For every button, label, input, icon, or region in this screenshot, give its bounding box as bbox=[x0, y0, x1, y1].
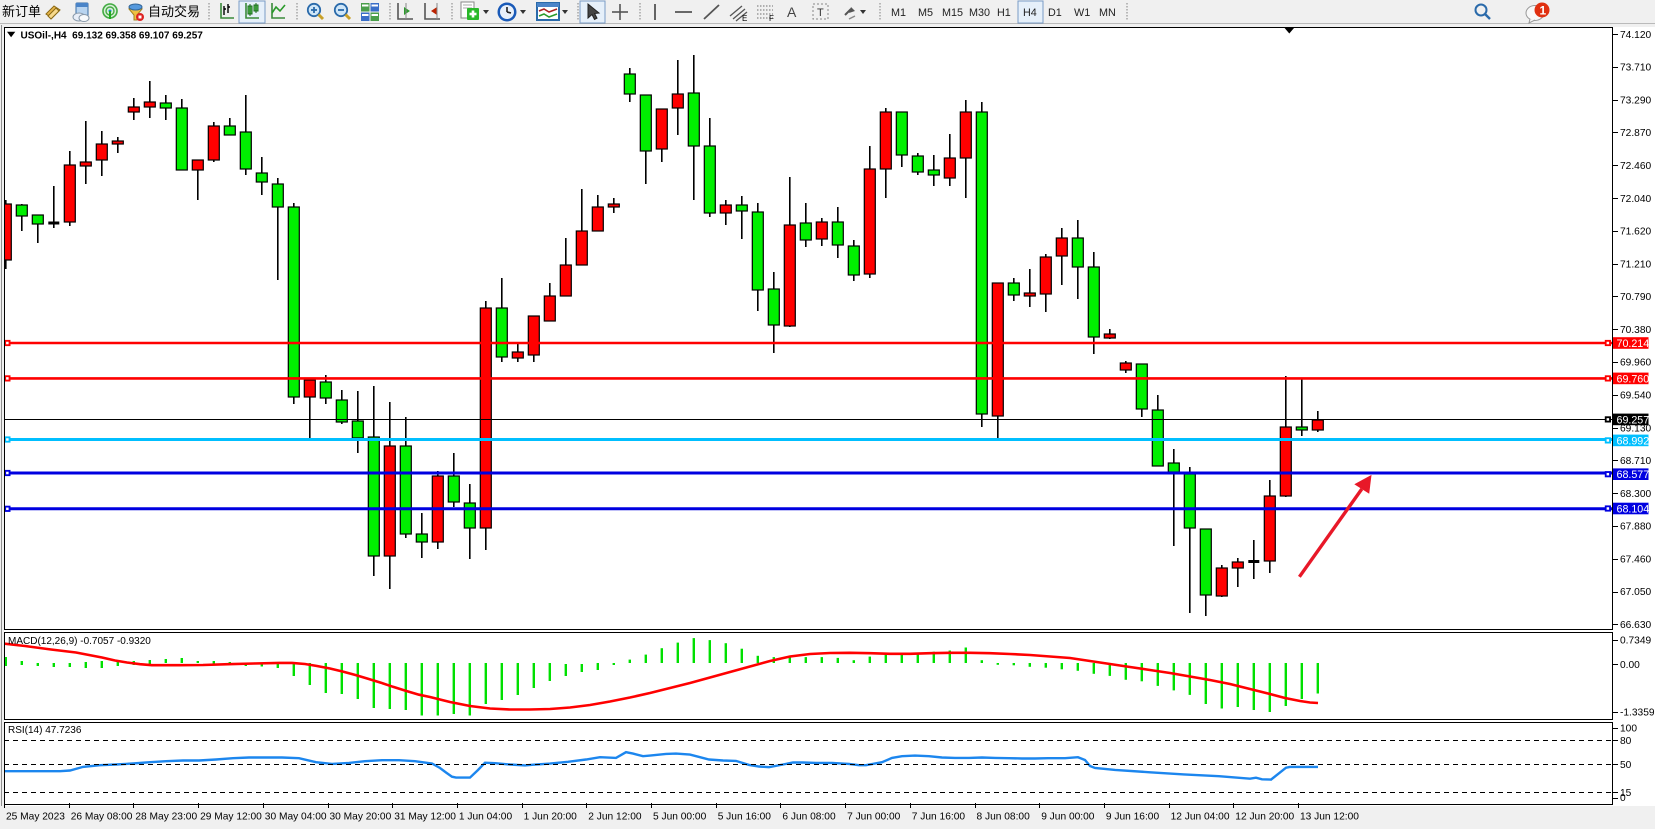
svg-text:6 Jun 08:00: 6 Jun 08:00 bbox=[782, 812, 836, 823]
svg-text:H1: H1 bbox=[997, 7, 1011, 19]
svg-text:0.7349: 0.7349 bbox=[1620, 636, 1651, 647]
svg-text:30 May 20:00: 30 May 20:00 bbox=[330, 812, 392, 823]
svg-text:30 May 04:00: 30 May 04:00 bbox=[265, 812, 327, 823]
svg-text:69.130: 69.130 bbox=[1620, 423, 1651, 434]
svg-text:0: 0 bbox=[1620, 793, 1626, 804]
svg-text:M1: M1 bbox=[891, 7, 906, 19]
svg-text:72.460: 72.460 bbox=[1620, 161, 1651, 172]
svg-text:7 Jun 16:00: 7 Jun 16:00 bbox=[912, 812, 966, 823]
svg-text:9 Jun 00:00: 9 Jun 00:00 bbox=[1041, 812, 1095, 823]
svg-text:E: E bbox=[742, 14, 747, 23]
svg-text:0.00: 0.00 bbox=[1620, 660, 1640, 671]
svg-text:26 May 08:00: 26 May 08:00 bbox=[71, 812, 133, 823]
svg-text:69.760: 69.760 bbox=[1617, 373, 1650, 385]
svg-text:A: A bbox=[787, 4, 797, 20]
svg-text:M30: M30 bbox=[969, 7, 990, 19]
svg-text:-1.3359: -1.3359 bbox=[1620, 708, 1655, 719]
svg-text:自动交易: 自动交易 bbox=[148, 4, 200, 19]
svg-text:68.710: 68.710 bbox=[1620, 456, 1651, 467]
svg-text:70.790: 70.790 bbox=[1620, 292, 1651, 303]
svg-text:100: 100 bbox=[1620, 724, 1637, 735]
svg-text:5 Jun 00:00: 5 Jun 00:00 bbox=[653, 812, 707, 823]
svg-text:新订单: 新订单 bbox=[2, 4, 41, 19]
svg-text:80: 80 bbox=[1620, 736, 1632, 747]
svg-text:72.870: 72.870 bbox=[1620, 128, 1651, 139]
svg-text:67.880: 67.880 bbox=[1620, 522, 1651, 533]
svg-text:69.540: 69.540 bbox=[1620, 390, 1651, 401]
svg-text:W1: W1 bbox=[1074, 7, 1090, 19]
svg-text:73.290: 73.290 bbox=[1620, 95, 1651, 106]
svg-text:71.620: 71.620 bbox=[1620, 227, 1651, 238]
svg-text:68.992: 68.992 bbox=[1617, 435, 1650, 447]
svg-text:73.710: 73.710 bbox=[1620, 63, 1651, 74]
svg-text:13 Jun 12:00: 13 Jun 12:00 bbox=[1300, 812, 1359, 823]
svg-text:72.040: 72.040 bbox=[1620, 194, 1651, 205]
svg-text:67.460: 67.460 bbox=[1620, 554, 1651, 565]
svg-text:9 Jun 16:00: 9 Jun 16:00 bbox=[1106, 812, 1160, 823]
svg-text:68.104: 68.104 bbox=[1617, 504, 1650, 516]
svg-text:70.214: 70.214 bbox=[1617, 338, 1650, 350]
svg-text:50: 50 bbox=[1620, 760, 1632, 771]
svg-text:MN: MN bbox=[1099, 7, 1116, 19]
svg-text:66.630: 66.630 bbox=[1620, 620, 1651, 631]
svg-text:29 May 12:00: 29 May 12:00 bbox=[200, 812, 262, 823]
svg-text:M15: M15 bbox=[942, 7, 963, 19]
svg-text:RSI(14) 47.7236: RSI(14) 47.7236 bbox=[8, 725, 82, 736]
svg-text:28 May 23:00: 28 May 23:00 bbox=[135, 812, 197, 823]
svg-text:USOil-,H4 69.132 69.358 69.10: USOil-,H4 69.132 69.358 69.107 69.257 bbox=[21, 31, 204, 42]
svg-text:67.050: 67.050 bbox=[1620, 587, 1651, 598]
svg-text:7 Jun 00:00: 7 Jun 00:00 bbox=[847, 812, 901, 823]
svg-text:12 Jun 04:00: 12 Jun 04:00 bbox=[1171, 812, 1230, 823]
svg-text:H4: H4 bbox=[1023, 7, 1037, 19]
svg-text:1: 1 bbox=[1540, 4, 1547, 18]
svg-text:68.577: 68.577 bbox=[1617, 469, 1650, 481]
svg-text:5 Jun 16:00: 5 Jun 16:00 bbox=[718, 812, 772, 823]
svg-text:31 May 12:00: 31 May 12:00 bbox=[394, 812, 456, 823]
svg-text:12 Jun 20:00: 12 Jun 20:00 bbox=[1235, 812, 1294, 823]
svg-text:71.210: 71.210 bbox=[1620, 259, 1651, 270]
svg-text:MACD(12,26,9) -0.7057 -0.9320: MACD(12,26,9) -0.7057 -0.9320 bbox=[8, 636, 151, 647]
svg-text:2 Jun 12:00: 2 Jun 12:00 bbox=[588, 812, 642, 823]
svg-text:D1: D1 bbox=[1048, 7, 1062, 19]
svg-text:69.960: 69.960 bbox=[1620, 358, 1651, 369]
svg-text:15: 15 bbox=[1620, 788, 1632, 799]
svg-text:74.120: 74.120 bbox=[1620, 30, 1651, 41]
svg-text:1 Jun 20:00: 1 Jun 20:00 bbox=[524, 812, 578, 823]
svg-text:T: T bbox=[817, 7, 824, 19]
svg-text:F: F bbox=[769, 14, 774, 23]
svg-text:70.380: 70.380 bbox=[1620, 325, 1651, 336]
svg-text:68.300: 68.300 bbox=[1620, 489, 1651, 500]
svg-text:69.257: 69.257 bbox=[1617, 414, 1650, 426]
svg-text:8 Jun 08:00: 8 Jun 08:00 bbox=[977, 812, 1031, 823]
svg-text:M5: M5 bbox=[918, 7, 933, 19]
svg-text:25 May 2023: 25 May 2023 bbox=[6, 812, 65, 823]
svg-text:1 Jun 04:00: 1 Jun 04:00 bbox=[459, 812, 513, 823]
